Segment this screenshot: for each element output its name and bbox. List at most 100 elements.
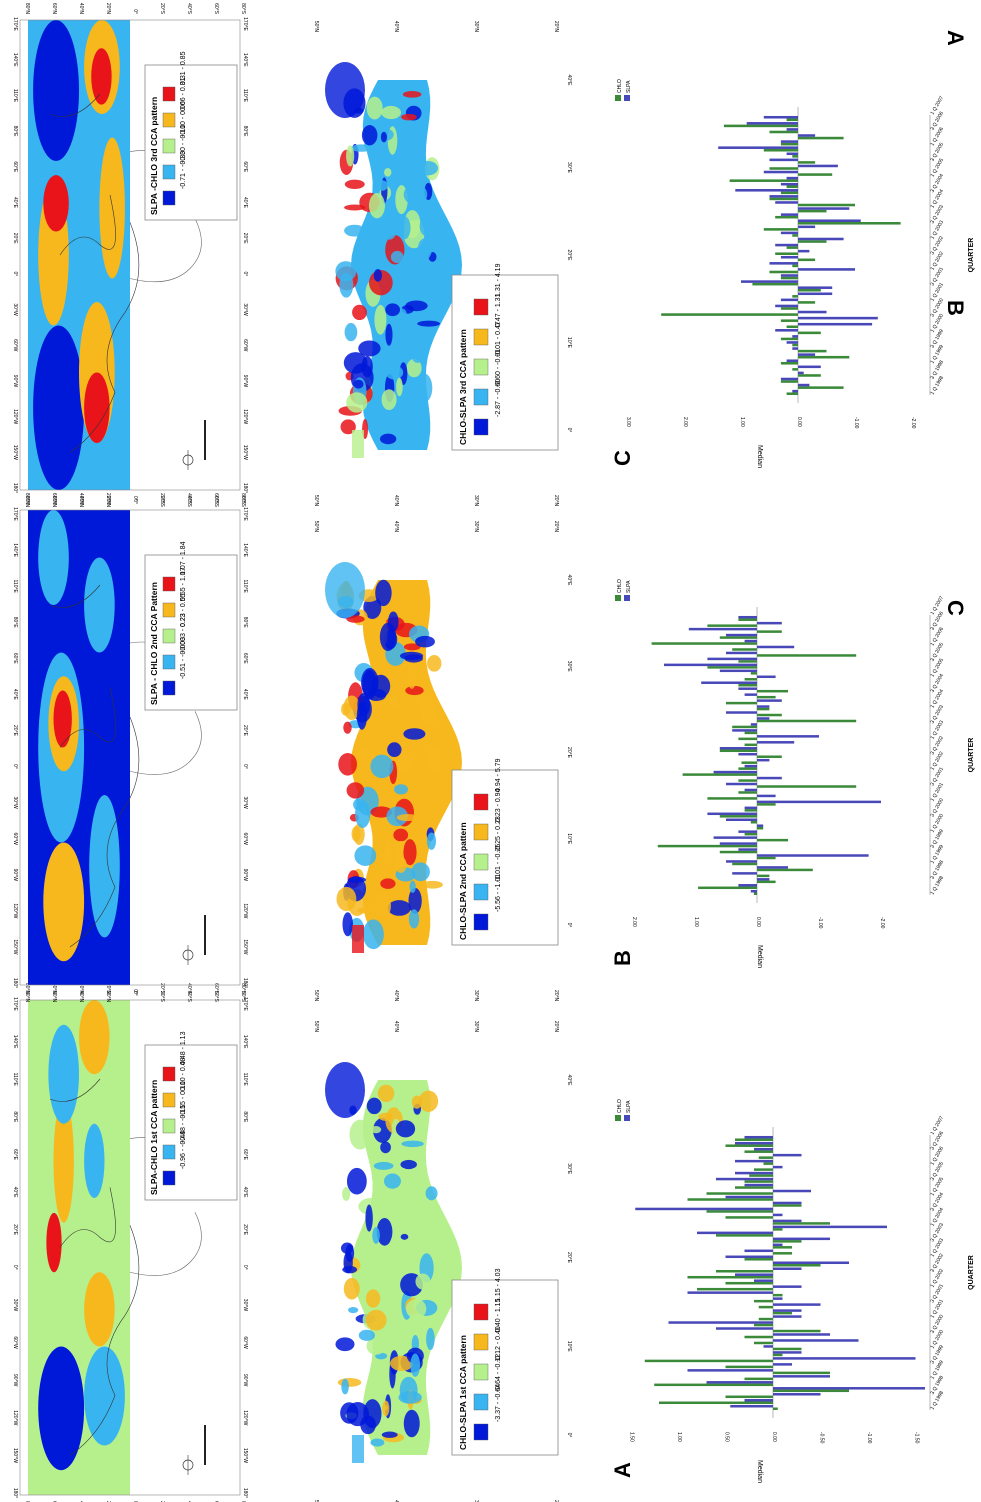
legend-title: SLPA -CHLO 3rd CCA pattern (149, 97, 159, 215)
legend-title: CHLO-SLPA 3rd CCA pattern (458, 329, 468, 445)
slpa-bar (725, 1255, 773, 1259)
chlo-bar (735, 1186, 773, 1189)
slpa-bar (735, 1171, 773, 1175)
lat-tick-label: 60°S (213, 493, 219, 505)
chl-patch (348, 876, 367, 883)
slpa-bar (738, 848, 757, 851)
legend-swatch (162, 112, 176, 128)
lat-tick-label: 50°N (313, 521, 319, 533)
chlo-bar (798, 258, 816, 262)
chlo-bar (738, 767, 757, 770)
chl-patch (398, 216, 411, 240)
slpa-bar (780, 140, 798, 143)
chl-patch (411, 1095, 422, 1109)
legend-swatch (162, 86, 176, 102)
lat-tick-label: 40°N (78, 496, 84, 508)
slpa-bar (757, 758, 770, 762)
mediterranean-legend: CHLO-SLPA 1st CCA pattern -3.37 - -0.64-0… (451, 1268, 559, 1456)
lat-tick-label: 0° (132, 499, 138, 504)
chl-patch (346, 615, 365, 623)
map-anomaly-region (38, 1346, 85, 1471)
lat-tick-label: 20°S (159, 496, 165, 508)
chlo-bar (744, 1377, 773, 1381)
chl-patch (377, 1084, 395, 1102)
slpa-bar (780, 213, 798, 216)
lon-tick-label: 80°E (12, 617, 18, 629)
lat-tick-label: 60°N (51, 3, 57, 15)
chlo-bar (798, 355, 850, 359)
sea-area (351, 80, 462, 450)
lon-tick-label: 20°E (242, 1224, 248, 1236)
lat-tick-label: 80°S (240, 991, 246, 1003)
chlo-bar (798, 161, 816, 164)
chl-patch (394, 784, 409, 795)
chlo-bar (758, 1156, 773, 1159)
chlo-bar (798, 173, 833, 176)
coastline (49, 1078, 140, 1456)
slpa-bar (707, 657, 757, 661)
lon-tick-label: 120°W (12, 409, 18, 424)
legend-title: CHLO-SLPA 1st CCA pattern (458, 1335, 468, 1450)
legend-swatch (473, 388, 489, 406)
chlo-bar (757, 695, 776, 699)
chlo-bar (753, 892, 757, 895)
mediterranean-maps-row: 50°N 50°N 40°N 40°N 30°N 30°N 20°N 20°N 0° 10°E 20… (313, 21, 572, 1502)
legend-swatch (162, 654, 176, 670)
lon-tick-label: 140°E (12, 543, 18, 557)
legend-label-slpa: SLPA (626, 1100, 632, 1113)
chlo-bar (758, 1317, 773, 1321)
legend-item-label: 1.07 - 1.84 (180, 541, 187, 575)
slpa-bar (757, 675, 776, 679)
legend-swatch-chlo (615, 595, 621, 601)
lon-tick-label: 180° (12, 483, 18, 493)
chlo-bar (792, 155, 798, 158)
value-tick-label: 1.00 (693, 917, 699, 927)
lon-tick-label: 40°E (566, 575, 572, 587)
slpa-bar (775, 329, 798, 332)
panel-label-C-bottom: C (610, 450, 635, 466)
chlo-bar (754, 1299, 773, 1303)
slpa-bar (738, 752, 757, 756)
lon-tick-label: 60°W (242, 1336, 248, 1349)
legend-item-label: 0.23 - 0.55 (180, 593, 187, 627)
map-frame (19, 19, 241, 491)
map-anomaly-region (38, 510, 69, 605)
chl-patch (370, 1438, 385, 1447)
legend-swatch (162, 680, 176, 696)
lon-tick-label: 10°E (566, 1341, 572, 1353)
chl-patch (368, 1388, 381, 1398)
chl-patch (342, 912, 353, 937)
legend-swatch (473, 358, 489, 376)
slpa-bar (773, 1201, 802, 1205)
slpa-bar (773, 1219, 802, 1223)
lat-tick-label: 40°N (393, 21, 399, 33)
chl-patch (356, 236, 367, 246)
slpa-bar (780, 182, 798, 186)
legend-swatch (162, 1066, 176, 1082)
slpa-bar (798, 237, 844, 241)
legend-item-label: -0.71 - -0.30 (180, 151, 187, 189)
chlo-bar (757, 719, 857, 723)
chlo-bar (780, 142, 798, 146)
lon-tick-label: 40°E (566, 1075, 572, 1087)
slpa-bar (713, 836, 757, 839)
legend-item-label: -0.96 - -0.48 (180, 1131, 187, 1169)
lon-tick-label: 120°W (12, 903, 18, 918)
chlo-bar (798, 240, 827, 243)
chlo-bar (707, 666, 757, 669)
lon-tick-label: 170°E (242, 997, 248, 1011)
chlo-bar (744, 832, 757, 836)
lon-tick-label: 60°W (242, 339, 248, 352)
legend-box (144, 64, 238, 221)
legend-swatch (162, 628, 176, 644)
chlo-bar (773, 1389, 849, 1393)
chl-patch (372, 1227, 380, 1244)
value-tick-label: 0.00 (755, 917, 761, 927)
lat-tick-label: 60°N (51, 496, 57, 508)
map-anomaly-region (89, 795, 120, 938)
legend-title: SLPA-CHLO 1st CCA pattern (149, 1080, 159, 1195)
chlo-bar (757, 868, 813, 872)
world-map-panel-2: 80°N80°N60°N60°N40°N40°N20°N20°N0°0°20°S… (12, 493, 248, 1003)
legend-swatch (162, 190, 176, 206)
